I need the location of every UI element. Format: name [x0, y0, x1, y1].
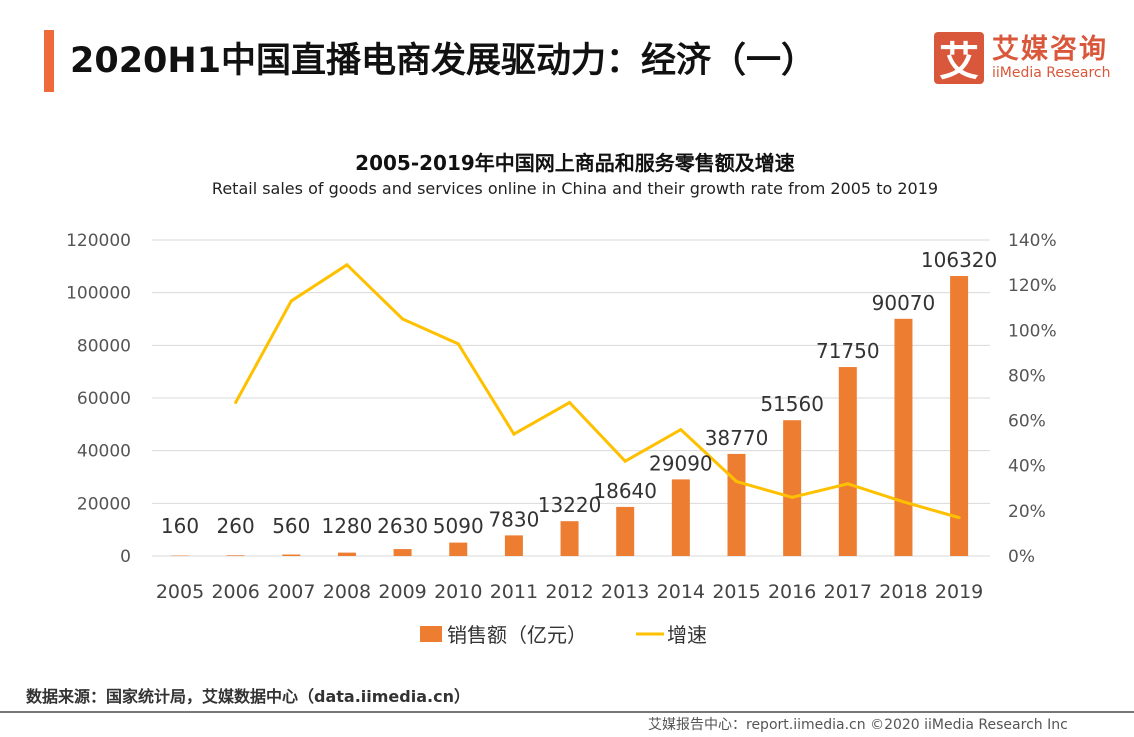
bar-2012: [560, 521, 579, 556]
x-tick-label: 2019: [935, 581, 983, 603]
data-label-2010: 5090: [433, 514, 484, 538]
x-tick-label: 2018: [879, 581, 927, 603]
x-tick-label: 2008: [323, 581, 371, 603]
growth-point-2016: [790, 495, 794, 499]
footer: 艾媒报告中心：report.iimedia.cn ©2020 iiMedia R…: [648, 717, 1068, 733]
bar-2008: [337, 552, 356, 556]
data-label-2015: 38770: [705, 426, 769, 450]
x-tick-label: 2013: [601, 581, 649, 603]
x-tick-label: 2010: [434, 581, 482, 603]
page-title: 2020H1中国直播电商发展驱动力：经济（一）: [70, 41, 817, 81]
bar-2015: [727, 453, 746, 556]
data-label-2011: 7830: [488, 507, 539, 531]
bar-2011: [504, 535, 523, 556]
data-label-2014: 29090: [649, 451, 713, 475]
x-tick-label: 2009: [378, 581, 426, 603]
left-tick-label: 20000: [77, 494, 131, 514]
x-tick-label: 2007: [267, 581, 315, 603]
data-label-2016: 51560: [760, 392, 824, 416]
source-note: 数据来源：国家统计局，艾媒数据中心（data.iimedia.cn）: [26, 687, 470, 706]
left-tick-label: 80000: [77, 336, 131, 356]
right-tick-label: 120%: [1008, 276, 1057, 296]
data-label-2007: 560: [272, 514, 310, 538]
legend-bar-swatch: [420, 626, 442, 642]
bar-2019: [950, 276, 969, 556]
logo: 艾 艾媒咨询 iiMedia Research: [934, 32, 1111, 85]
data-label-2019: 106320: [921, 248, 997, 272]
growth-point-2012: [568, 401, 572, 405]
bar-2007: [282, 554, 301, 556]
growth-line: [234, 262, 960, 520]
data-label-2017: 71750: [816, 339, 880, 363]
logo-mark: 艾: [934, 32, 984, 85]
left-tick-label: 60000: [77, 389, 131, 409]
x-tick-label: 2015: [712, 581, 760, 603]
bar-2017: [838, 367, 857, 556]
data-label-2013: 18640: [593, 479, 657, 503]
growth-point-2006: [234, 401, 238, 405]
legend-bar-label: 销售额（亿元）: [447, 623, 587, 647]
growth-point-2013: [623, 459, 627, 463]
x-tick-label: 2012: [545, 581, 593, 603]
left-tick-label: 40000: [77, 442, 131, 462]
x-tick-label: 2005: [156, 581, 204, 603]
growth-point-2010: [456, 342, 460, 346]
bar-2018: [894, 318, 913, 556]
bar-2006: [226, 555, 245, 556]
data-label-2018: 90070: [872, 291, 936, 315]
logo-en: iiMedia Research: [992, 65, 1111, 81]
footer-divider: [0, 711, 1134, 713]
x-tick-label: 2006: [211, 581, 259, 603]
growth-point-2009: [401, 317, 405, 321]
data-label-2008: 1280: [321, 514, 372, 538]
growth-point-2008: [345, 263, 349, 267]
x-tick-label: 2014: [657, 581, 705, 603]
legend-line-label: 增速: [667, 623, 707, 647]
growth-point-2018: [901, 500, 905, 504]
right-tick-label: 20%: [1008, 502, 1046, 522]
bar-2010: [449, 542, 468, 556]
right-tick-label: 80%: [1008, 366, 1046, 386]
chart-subtitle: Retail sales of goods and services onlin…: [212, 179, 938, 198]
data-label-2012: 13220: [538, 493, 602, 517]
growth-point-2017: [846, 482, 850, 486]
data-label-2005: 160: [161, 514, 199, 538]
right-tick-label: 0%: [1008, 547, 1035, 567]
right-tick-label: 40%: [1008, 457, 1046, 477]
growth-point-2007: [289, 299, 293, 303]
chart-title: 2005-2019年中国网上商品和服务零售额及增速: [355, 151, 795, 175]
left-tick-label: 0: [120, 547, 131, 567]
right-tick-label: 100%: [1008, 321, 1057, 341]
logo-cn: 艾媒咨询: [992, 34, 1108, 65]
bar-2009: [393, 549, 412, 556]
legend: 销售额（亿元） 增速: [420, 623, 707, 647]
left-tick-label: 100000: [66, 284, 131, 304]
right-tick-label: 140%: [1008, 231, 1057, 251]
growth-point-2019: [957, 516, 961, 520]
x-tick-label: 2016: [768, 581, 816, 603]
growth-point-2014: [679, 428, 683, 432]
bar-2016: [783, 420, 802, 556]
growth-point-2015: [735, 480, 738, 484]
x-tick-label: 2011: [490, 581, 538, 603]
right-tick-label: 60%: [1008, 412, 1046, 432]
chart: 2005-2019年中国网上商品和服务零售额及增速 Retail sales o…: [66, 151, 1057, 647]
x-tick-label: 2017: [824, 581, 872, 603]
data-label-2006: 260: [217, 514, 255, 538]
growth-point-2011: [512, 432, 516, 436]
left-tick-label: 120000: [66, 231, 131, 251]
bar-2013: [616, 506, 635, 556]
bar-2014: [671, 479, 690, 556]
title-accent-bar: [44, 30, 54, 92]
data-label-2009: 2630: [377, 514, 428, 538]
